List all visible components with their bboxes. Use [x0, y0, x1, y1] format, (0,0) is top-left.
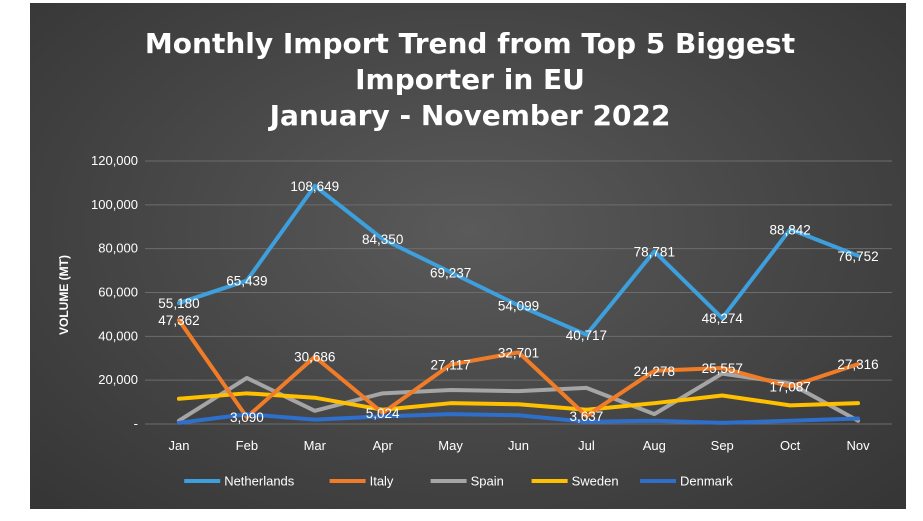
x-tick-label: May	[438, 438, 463, 453]
x-tick-label: Feb	[236, 438, 258, 453]
legend-item-italy: Italy	[329, 474, 394, 489]
y-tick-label: 120,000	[91, 153, 138, 168]
series-line-denmark	[176, 412, 861, 425]
legend-label: Netherlands	[224, 474, 295, 489]
legend-item-sweden: Sweden	[531, 474, 619, 489]
data-label-italy: 47,362	[158, 313, 199, 328]
series-line-italy	[176, 318, 861, 420]
y-tick-label: -	[134, 416, 138, 431]
line-chart: Monthly Import Trend from Top 5 Biggest …	[57, 27, 892, 489]
x-tick-label: Oct	[780, 438, 801, 453]
y-axis-ticks: - 20,000 40,000 60,000 80,000 100,000 120,000	[91, 153, 138, 431]
data-label-netherlands: 78,781	[634, 244, 675, 259]
legend-label: Sweden	[572, 474, 619, 489]
data-label-netherlands: 88,842	[769, 222, 810, 237]
chart-title-line-1: Monthly Import Trend from Top 5 Biggest	[145, 27, 795, 60]
y-tick-label: 80,000	[98, 241, 138, 256]
data-labels: 55,180 65,439 108,649 84,350 69,237 54,099 40,…	[158, 179, 878, 425]
data-label-netherlands: 48,274	[702, 311, 744, 326]
legend-item-denmark: Denmark	[640, 474, 733, 489]
data-label-italy: 3,090	[230, 410, 264, 425]
data-label-netherlands: 54,099	[498, 298, 539, 313]
y-tick-label: 60,000	[98, 285, 138, 300]
chart-area: Monthly Import Trend from Top 5 Biggest …	[30, 3, 906, 509]
y-tick-label: 100,000	[91, 197, 138, 212]
y-axis-label: VOLUME (MT)	[57, 255, 71, 335]
data-label-italy: 27,316	[837, 357, 878, 372]
x-axis-ticks: Jan Feb Mar Apr May Jun Jul Aug Sep Oct Nov	[168, 438, 870, 453]
data-label-italy: 25,557	[702, 361, 743, 376]
chart-title-line-3: January - November 2022	[268, 99, 671, 132]
data-label-italy: 17,087	[769, 380, 810, 395]
x-tick-label: Aug	[643, 438, 666, 453]
data-label-netherlands: 69,237	[430, 265, 471, 280]
x-tick-label: Jan	[168, 438, 189, 453]
legend-label: Spain	[471, 474, 504, 489]
data-label-netherlands: 108,649	[290, 179, 339, 194]
legend-item-spain: Spain	[430, 474, 504, 489]
data-label-italy: 3,637	[570, 409, 604, 424]
chart-title-line-2: Importer in EU	[355, 63, 585, 96]
data-label-netherlands: 65,439	[226, 274, 267, 289]
series-lines	[176, 183, 861, 425]
x-tick-label: Jul	[578, 438, 595, 453]
legend: Netherlands Italy Spain Sweden Denmark	[184, 474, 733, 489]
series-line-spain	[176, 371, 861, 423]
series-line-sweden	[176, 391, 861, 412]
x-tick-label: Jun	[508, 438, 529, 453]
data-label-italy: 30,686	[294, 350, 335, 365]
data-label-netherlands: 55,180	[158, 296, 199, 311]
legend-label: Denmark	[680, 474, 733, 489]
y-tick-label: 20,000	[98, 372, 138, 387]
legend-label: Italy	[370, 474, 394, 489]
data-label-italy: 24,278	[634, 364, 675, 379]
data-label-italy: 32,701	[498, 345, 539, 360]
data-label-netherlands: 40,717	[566, 328, 607, 343]
x-tick-label: Sep	[711, 438, 734, 453]
series-line-netherlands	[176, 183, 861, 337]
x-tick-label: Apr	[373, 438, 394, 453]
x-tick-label: Mar	[304, 438, 327, 453]
x-tick-label: Nov	[846, 438, 870, 453]
data-label-netherlands: 76,752	[837, 249, 878, 264]
data-label-italy: 5,024	[366, 406, 400, 421]
legend-item-netherlands: Netherlands	[184, 474, 295, 489]
y-tick-label: 40,000	[98, 328, 138, 343]
data-label-netherlands: 84,350	[362, 232, 403, 247]
data-label-italy: 27,117	[430, 358, 470, 373]
chart-title: Monthly Import Trend from Top 5 Biggest …	[145, 27, 795, 132]
